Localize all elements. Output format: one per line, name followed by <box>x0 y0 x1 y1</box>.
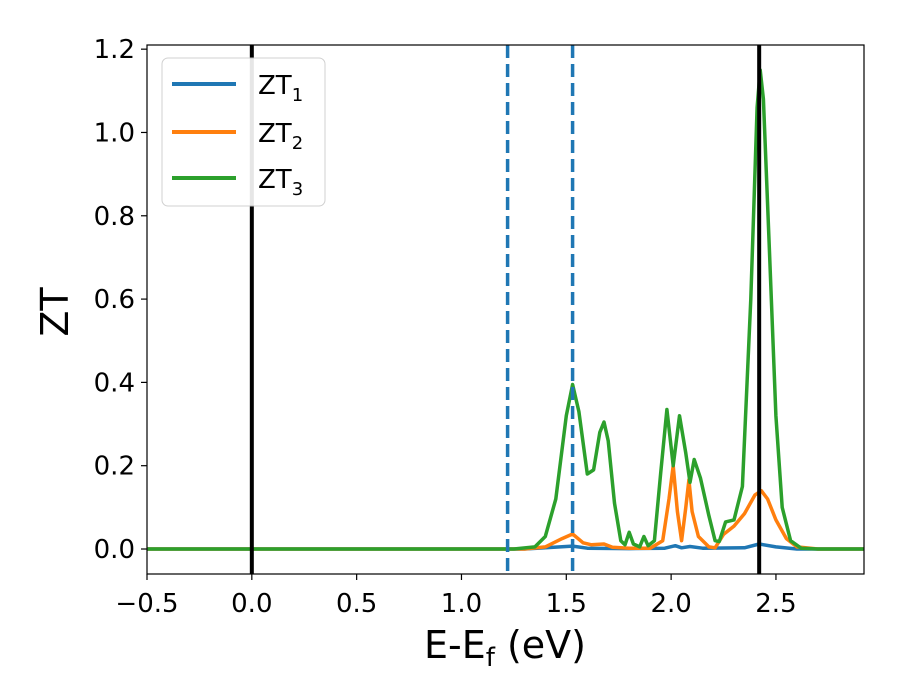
x-tick-label: −0.5 <box>115 589 178 619</box>
x-axis-ticks: −0.5 0.0 0.5 1.0 1.5 2.0 2.5 <box>115 574 797 619</box>
series-line-zt1 <box>147 542 864 551</box>
y-tick-label: 0.2 <box>94 452 135 482</box>
y-axis-label: ZT <box>33 287 77 337</box>
legend-box <box>161 57 326 207</box>
legend-label-zt1: ZT1 <box>258 71 303 106</box>
y-tick-label: 0.6 <box>94 285 135 315</box>
series-layer <box>147 68 864 551</box>
legend-label-zt3: ZT3 <box>258 165 303 200</box>
x-tick-label: 1.0 <box>441 589 482 619</box>
y-tick-label: 1.0 <box>94 118 135 148</box>
y-tick-label: 0.8 <box>94 202 135 232</box>
legend: ZT1 ZT2 ZT3 <box>161 57 326 207</box>
series-line-zt3 <box>147 68 864 551</box>
x-tick-label: 2.5 <box>755 589 796 619</box>
plot-frame <box>146 44 865 575</box>
y-tick-label: 0.4 <box>94 368 135 398</box>
y-axis-ticks: 0.0 0.2 0.4 0.6 0.8 1.0 1.2 <box>94 35 147 565</box>
x-tick-label: 0.0 <box>231 589 272 619</box>
x-tick-label: 0.5 <box>336 589 377 619</box>
x-tick-label: 1.5 <box>546 589 587 619</box>
x-axis-label: E-Ef (eV) <box>424 623 586 673</box>
series-line-zt2 <box>147 463 864 551</box>
y-tick-label: 1.2 <box>94 35 135 65</box>
x-tick-label: 2.0 <box>650 589 691 619</box>
y-tick-label: 0.0 <box>94 535 135 565</box>
legend-label-zt2: ZT2 <box>258 119 303 154</box>
